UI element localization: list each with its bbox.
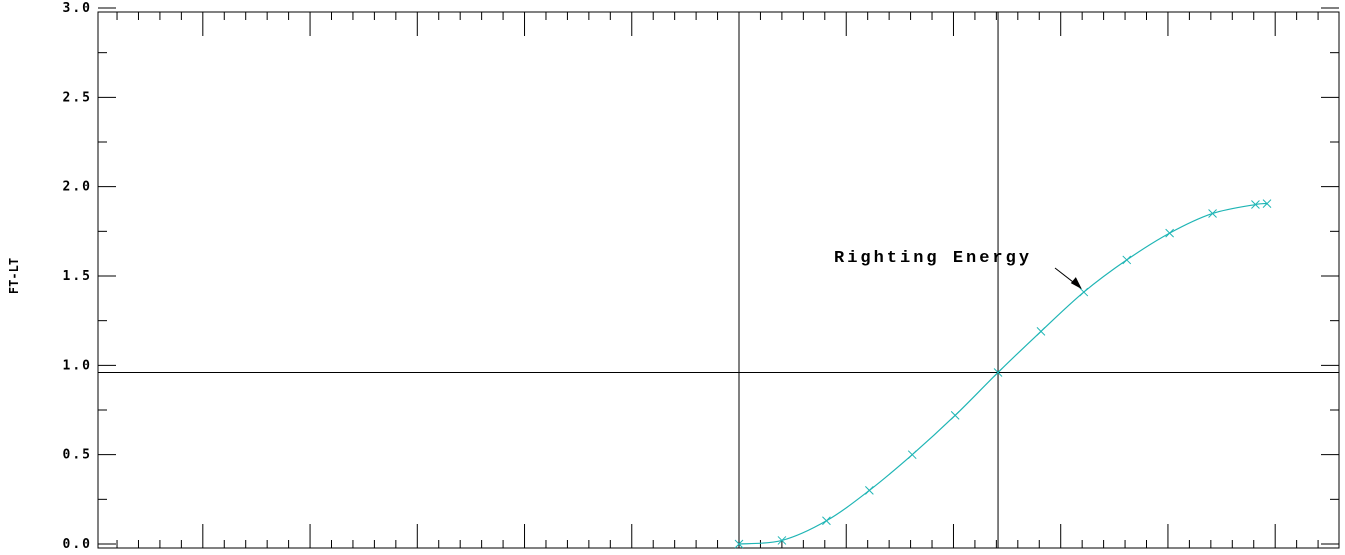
y-tick-label: 2.5 bbox=[63, 90, 92, 105]
y-tick-label: 0.5 bbox=[63, 448, 92, 463]
y-tick-label: 3.0 bbox=[63, 1, 92, 16]
data-point-marker bbox=[777, 536, 787, 545]
y-tick-label: 1.5 bbox=[63, 269, 92, 284]
y-tick-label: 1.0 bbox=[63, 358, 92, 373]
data-point-marker bbox=[822, 516, 831, 526]
plot-frame bbox=[97, 11, 1340, 549]
data-point-marker bbox=[950, 411, 960, 420]
reference-lines bbox=[98, 12, 1339, 548]
data-point-marker bbox=[1036, 327, 1046, 336]
axis-ticks bbox=[98, 7, 1339, 548]
data-point-marker bbox=[1251, 200, 1260, 209]
data-point-marker bbox=[734, 539, 744, 549]
marker-stroke bbox=[1036, 327, 1046, 336]
marker-stroke bbox=[1165, 228, 1174, 238]
marker-stroke bbox=[1122, 255, 1132, 265]
data-point-marker bbox=[1262, 199, 1272, 208]
marker-stroke bbox=[777, 536, 787, 545]
y-tick-label: 2.0 bbox=[63, 180, 92, 195]
data-point-marker bbox=[1122, 255, 1132, 265]
marker-stroke bbox=[1079, 287, 1089, 297]
annotation-arrowhead bbox=[1070, 277, 1082, 290]
marker-stroke bbox=[950, 411, 960, 420]
data-point-marker bbox=[1079, 287, 1089, 297]
marker-stroke bbox=[1251, 200, 1260, 209]
series-layer bbox=[734, 199, 1272, 549]
annotation-label: Righting Energy bbox=[834, 249, 1032, 268]
marker-stroke bbox=[1208, 209, 1217, 218]
data-point-marker bbox=[1165, 228, 1174, 238]
marker-stroke bbox=[734, 539, 744, 549]
marker-stroke bbox=[1262, 199, 1272, 208]
data-point-marker bbox=[1208, 209, 1217, 218]
marker-stroke bbox=[822, 516, 831, 526]
y-axis-label: FT-LT bbox=[7, 258, 21, 294]
data-point-marker bbox=[865, 486, 874, 495]
marker-stroke bbox=[907, 450, 917, 460]
data-point-marker bbox=[907, 450, 917, 460]
y-tick-label: 0.0 bbox=[63, 537, 92, 552]
series-line bbox=[738, 202, 1268, 545]
marker-stroke bbox=[993, 368, 1003, 377]
labels-layer: 0.0 0.5 1.0 1.5 2.0 2.5 3.0 Righting Energy FT-L… bbox=[7, 1, 1082, 552]
marker-stroke bbox=[865, 486, 874, 495]
data-point-marker bbox=[993, 368, 1003, 377]
